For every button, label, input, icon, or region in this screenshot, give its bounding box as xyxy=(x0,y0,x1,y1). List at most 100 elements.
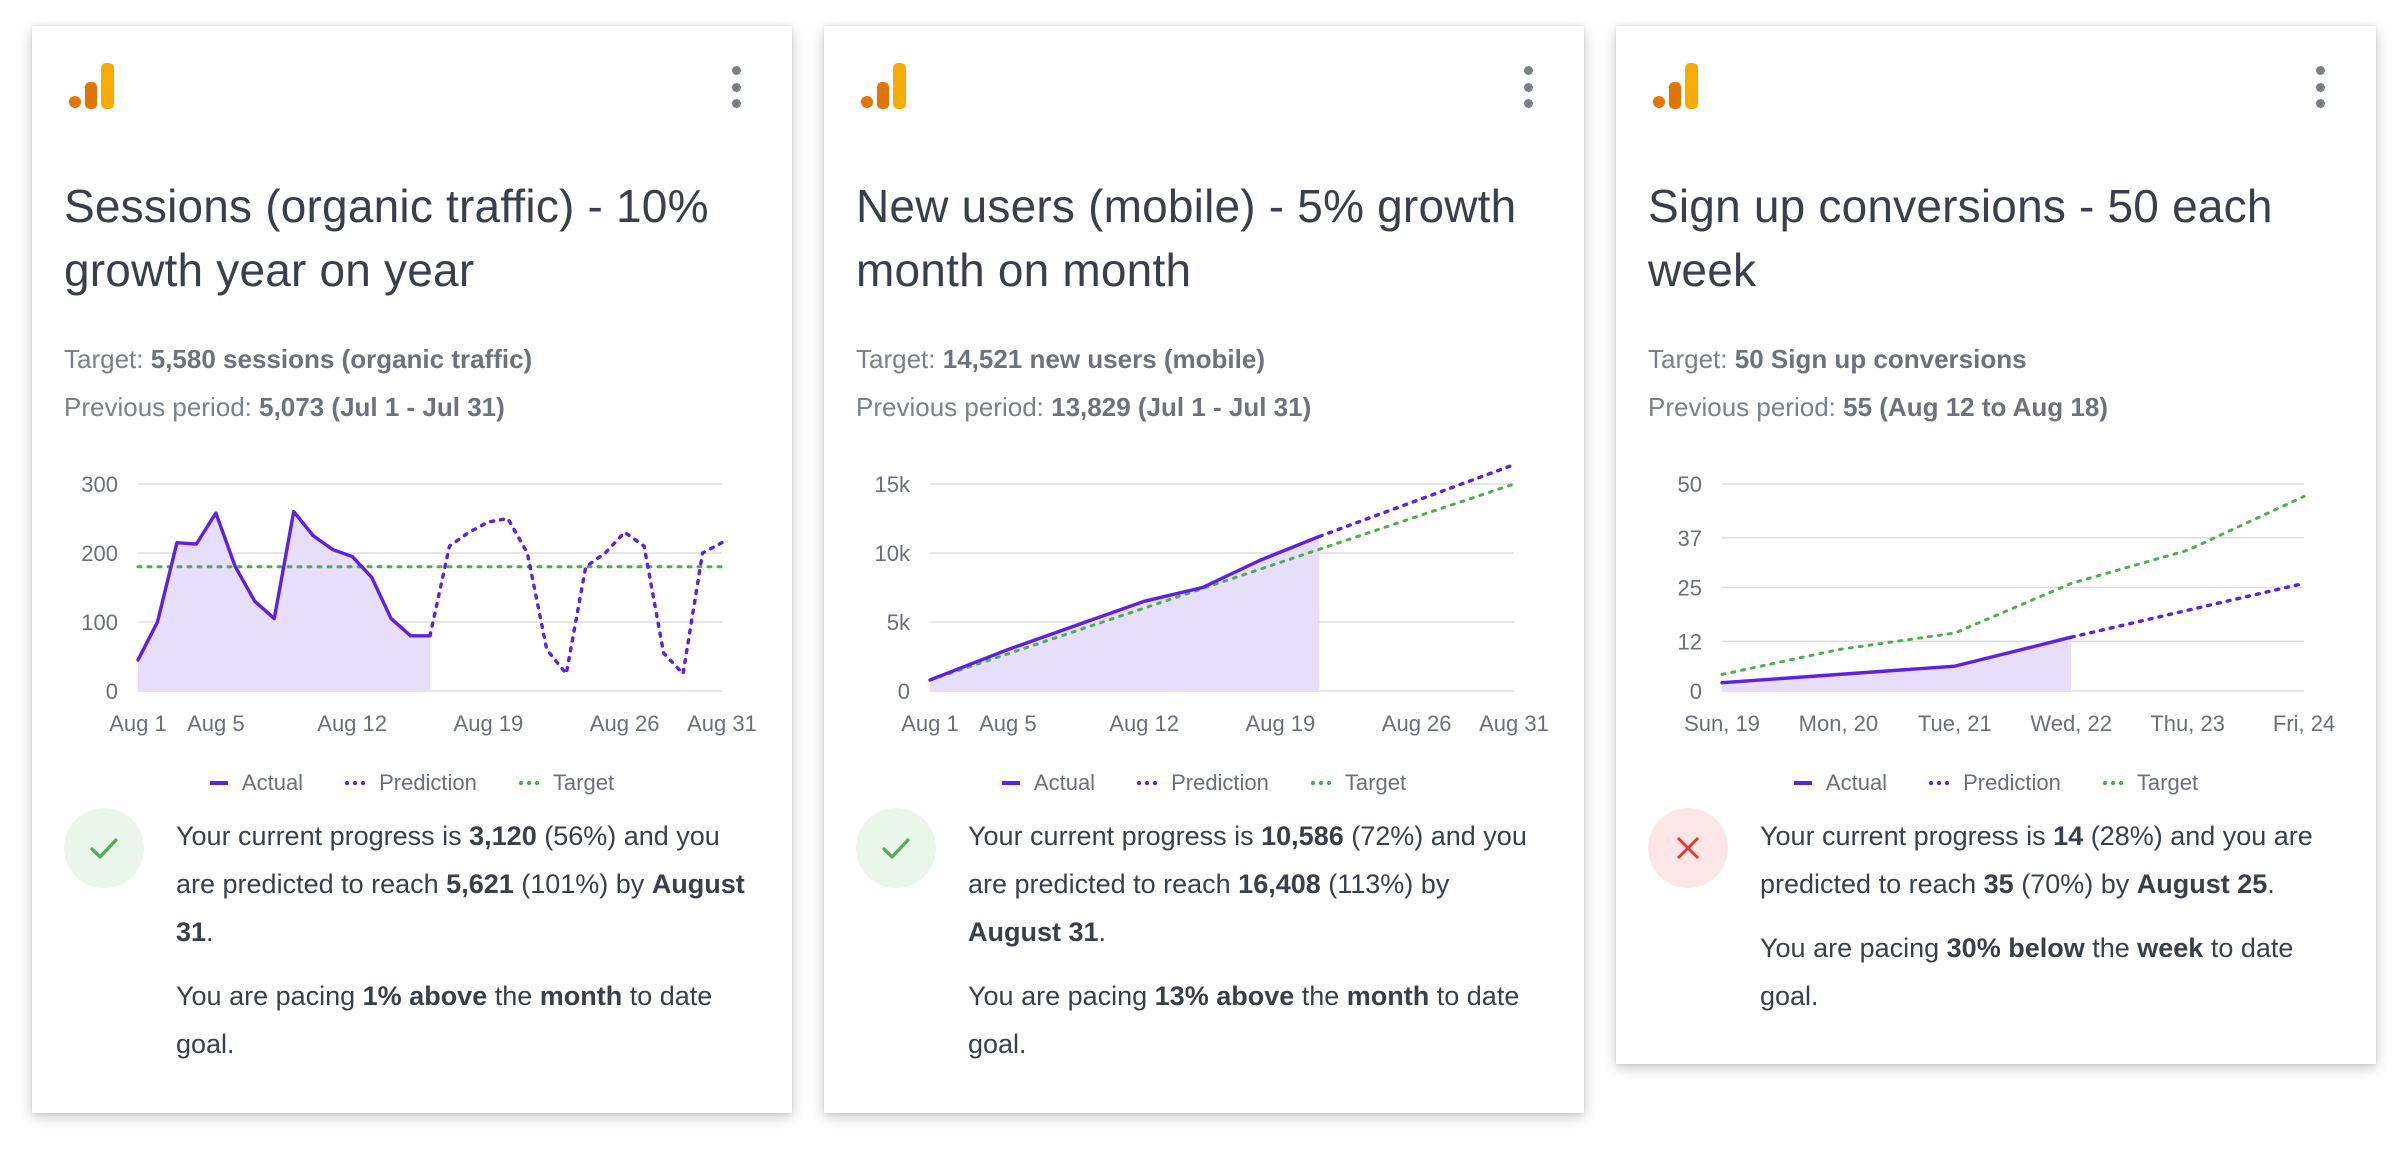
analytics-logo-icon xyxy=(861,63,906,109)
progress-chart: 0 12 25 37 50 Sun, 19 Mon, 20 Tue, 21 Wed, 22 Thu… xyxy=(1678,472,2336,736)
x-tick-label: Thu, 23 xyxy=(2150,711,2225,736)
x-tick-label: Aug 12 xyxy=(317,711,387,736)
progress-text: Your current progress is 10,586 (72%) an… xyxy=(968,812,1548,956)
text-span: the xyxy=(1294,981,1347,1011)
previous-period-line: Previous period: 5,073 (Jul 1 - Jul 31) xyxy=(64,392,505,423)
previous-period-value: 13,829 (Jul 1 - Jul 31) xyxy=(1051,392,1312,422)
text-span: the xyxy=(2084,933,2138,963)
legend-prediction-label: Prediction xyxy=(1171,770,1269,795)
analytics-logo-icon xyxy=(1653,63,1698,109)
previous-period-label: Previous period: xyxy=(64,392,252,422)
target-label: Target: xyxy=(856,344,936,374)
pacing-text: You are pacing 1% above the month to dat… xyxy=(176,972,756,1068)
x-tick-label: Aug 26 xyxy=(590,711,660,736)
text-span: (72%) and you are predicted to reach xyxy=(968,821,1527,899)
goal-card: Sign up conversions - 50 each week Targe… xyxy=(1616,26,2376,1064)
x-tick-label: Wed, 22 xyxy=(2030,711,2112,736)
legend-actual: Actual xyxy=(209,770,304,796)
more-options-button[interactable] xyxy=(722,62,750,112)
actual-line xyxy=(136,509,432,662)
y-tick-label: 12 xyxy=(1678,629,1702,654)
target-line: Target: 50 Sign up conversions xyxy=(1648,344,2027,375)
progress-text: Your current progress is 14 (28%) and yo… xyxy=(1760,812,2340,908)
predicted-value: 16,408 xyxy=(1238,869,1321,899)
more-dot xyxy=(2315,99,2325,108)
text-span: (113%) by xyxy=(1320,869,1450,899)
legend-prediction-swatch xyxy=(1135,781,1158,785)
y-tick-label: 25 xyxy=(1678,576,1702,601)
legend-prediction: Prediction xyxy=(343,770,477,796)
legend-prediction-swatch xyxy=(343,781,366,785)
y-tick-label: 37 xyxy=(1678,526,1702,551)
actual-area xyxy=(930,536,1320,691)
pacing-period: month xyxy=(1346,981,1430,1011)
previous-period-line: Previous period: 55 (Aug 12 to Aug 18) xyxy=(1648,392,2108,423)
progress-chart: 0 5k 10k 15k Aug 1 Aug 5 Aug 12 Aug 19 Aug 26 Aug… xyxy=(875,462,1549,736)
progress-summary: Your current progress is 10,586 (72%) an… xyxy=(968,812,1548,1068)
goal-title: Sessions (organic traffic) - 10% growth … xyxy=(64,180,709,296)
y-tick-label: 10k xyxy=(875,541,911,566)
y-tick-label: 0 xyxy=(898,679,910,704)
more-options-button[interactable] xyxy=(2306,62,2334,112)
pacing-value: 13% above xyxy=(1154,981,1295,1011)
pacing-period: month xyxy=(539,981,623,1011)
legend-actual-label: Actual xyxy=(241,770,304,795)
goal-card: Sessions (organic traffic) - 10% growth … xyxy=(32,26,792,1113)
goal-title: Sign up conversions - 50 each week xyxy=(1648,180,2273,296)
legend-target-swatch xyxy=(1308,781,1331,785)
text-span: . xyxy=(206,917,214,947)
target-label: Target: xyxy=(64,344,144,374)
previous-period-label: Previous period: xyxy=(1648,392,1836,422)
pacing-text: You are pacing 13% above the month to da… xyxy=(968,972,1548,1068)
y-tick-label: 15k xyxy=(875,472,911,497)
text-span: Your current progress is xyxy=(176,821,470,851)
target-line xyxy=(1720,494,2306,676)
text-span: Your current progress is xyxy=(968,821,1262,851)
current-progress-value: 10,586 xyxy=(1261,821,1344,851)
status-indicator xyxy=(1648,808,1728,888)
x-tick-label: Aug 19 xyxy=(1246,711,1316,736)
legend-prediction: Prediction xyxy=(1135,770,1269,796)
close-icon xyxy=(1676,836,1700,860)
text-span: Your current progress is xyxy=(1760,821,2054,851)
current-progress-value: 14 xyxy=(2053,821,2084,851)
progress-chart: 0 100 200 300 Aug 1 Aug 5 Aug 12 Aug 19 Aug 26 Au… xyxy=(81,472,757,736)
current-progress-value: 3,120 xyxy=(469,821,537,851)
check-icon xyxy=(882,838,910,859)
legend-prediction: Prediction xyxy=(1927,770,2061,796)
goal-card: New users (mobile) - 5% growth month on … xyxy=(824,26,1584,1113)
pacing-period: week xyxy=(2137,933,2204,963)
actual-line xyxy=(1720,635,2073,685)
x-tick-label: Aug 31 xyxy=(687,711,757,736)
legend-actual-swatch xyxy=(1001,781,1020,785)
text-span: (28%) and you are predicted to reach xyxy=(1760,821,2313,899)
target-label: Target: xyxy=(1648,344,1728,374)
predicted-value: 5,621 xyxy=(446,869,514,899)
prediction-line xyxy=(1317,462,1516,539)
x-tick-label: Mon, 20 xyxy=(1799,711,1879,736)
goal-title: New users (mobile) - 5% growth month on … xyxy=(856,180,1517,296)
text-span: . xyxy=(2267,869,2275,899)
progress-summary: Your current progress is 14 (28%) and yo… xyxy=(1760,812,2340,1020)
x-tick-label: Aug 5 xyxy=(979,711,1037,736)
legend-actual-swatch xyxy=(1793,781,1812,785)
y-tick-label: 200 xyxy=(81,541,118,566)
more-dot xyxy=(1523,99,1533,108)
analytics-logo-icon xyxy=(69,63,114,109)
legend-prediction-swatch xyxy=(1927,781,1950,785)
actual-line xyxy=(928,534,1322,682)
target-line: Target: 5,580 sessions (organic traffic) xyxy=(64,344,532,375)
x-tick-label: Aug 19 xyxy=(454,711,524,736)
x-tick-label: Fri, 24 xyxy=(2273,711,2335,736)
legend-target: Target xyxy=(2100,770,2198,796)
more-options-button[interactable] xyxy=(1514,62,1542,112)
text-span: You are pacing xyxy=(1760,933,1947,963)
more-dot xyxy=(1523,66,1533,75)
predicted-date: August 25 xyxy=(2136,869,2268,899)
legend-actual-label: Actual xyxy=(1033,770,1096,795)
legend-target-label: Target xyxy=(1344,770,1407,795)
target-line xyxy=(928,482,1516,682)
more-dot xyxy=(2315,66,2325,75)
chart-legend: Actual Prediction Target xyxy=(824,770,1584,796)
text-span: (56%) and you are predicted to reach xyxy=(176,821,720,899)
